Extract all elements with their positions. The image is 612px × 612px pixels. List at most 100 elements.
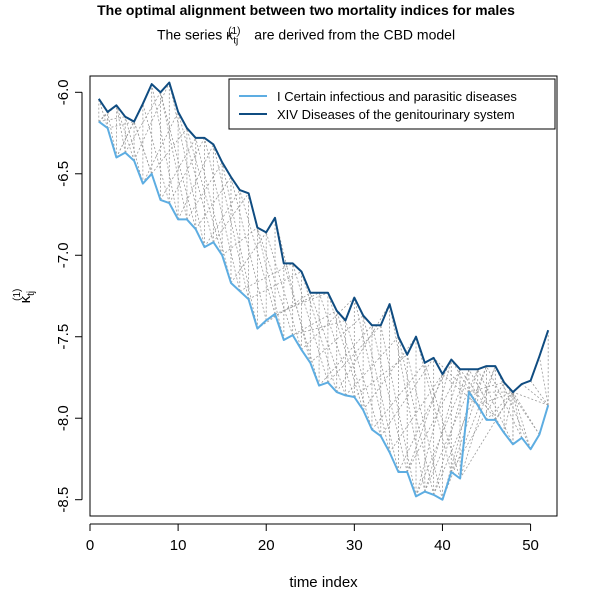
y-tick-label-5: -8.5	[55, 487, 72, 513]
plot-frame	[89, 75, 558, 517]
alignment-line-34	[362, 315, 399, 473]
subtitle-suffix: are derived from the CBD model	[250, 26, 456, 43]
alignment-line-145	[406, 369, 461, 473]
alignment-line-162	[257, 292, 311, 329]
alignment-line-110	[168, 137, 205, 204]
alignment-line-33	[353, 297, 390, 453]
alignment-line-151	[354, 354, 408, 398]
alignment-line-135	[442, 369, 479, 500]
x-tick-label-40: 40	[434, 537, 451, 554]
alignment-line-163	[248, 271, 302, 300]
x-tick-label-10: 10	[170, 537, 187, 554]
y-axis-label: κtj(1)	[12, 289, 37, 304]
alignment-line-139	[442, 365, 496, 500]
alignment-line-8	[142, 103, 170, 204]
alignment-line-129	[538, 356, 549, 406]
alignment-line-17	[212, 144, 249, 300]
alignment-line-13	[177, 111, 214, 243]
alignment-line-31	[336, 310, 373, 430]
alignment-line-9	[151, 84, 179, 220]
alignment-line-25	[283, 263, 320, 386]
series-line-1	[98, 120, 550, 501]
alignment-line-127	[521, 383, 549, 406]
alignment-line-102	[107, 121, 135, 129]
alignment-line-164	[239, 263, 293, 292]
alignment-line-4	[116, 105, 135, 161]
alignment-line-131	[406, 374, 443, 473]
x-tick-label-50: 50	[522, 537, 539, 554]
x-axis: 0 10 20 30 40 50	[86, 523, 539, 554]
alignment-line-154	[327, 325, 382, 383]
alignment-line-134	[433, 369, 470, 495]
alignment-line-132	[415, 359, 452, 497]
alignment-line-19	[230, 176, 267, 321]
alignment-line-10	[160, 92, 188, 220]
legend-box	[228, 78, 556, 130]
alignment-line-108	[151, 127, 188, 175]
alignment-line-126	[512, 391, 540, 435]
chart-title: The optimal alignment between two mortal…	[97, 2, 515, 18]
alignment-line-112	[186, 162, 223, 220]
alignment-line-136	[450, 365, 487, 473]
alignment-line-5	[124, 116, 144, 184]
alignment-line-12	[168, 82, 205, 248]
alignment-line-101	[98, 116, 126, 123]
alignment-lines	[98, 82, 549, 500]
alignment-line-114	[204, 189, 241, 248]
alignment-line-128	[530, 380, 549, 406]
y-tick-label-4: -8.0	[55, 405, 72, 431]
alignment-line-146	[398, 359, 452, 473]
alignment-line-48	[486, 365, 523, 438]
alignment-line-40	[415, 336, 452, 473]
alignment-line-122	[503, 392, 514, 433]
x-tick-label-0: 0	[86, 537, 94, 554]
y-axis-label-text: κtj(1)	[12, 289, 37, 304]
y-label-superscript: (1)	[12, 289, 23, 301]
y-tick-label-0: -6.0	[55, 79, 72, 105]
alignment-line-111	[177, 144, 214, 220]
alignment-line-133	[424, 369, 461, 492]
alignment-line-29	[318, 292, 355, 398]
alignment-line-1	[98, 98, 109, 129]
y-label-subscript: tj	[26, 291, 37, 296]
alignment-line-113	[195, 176, 232, 230]
alignment-line-155	[318, 325, 373, 386]
legend-label-2: XIV Diseases of the genitourinary system	[277, 107, 515, 122]
alignment-line-107	[142, 111, 179, 184]
alignment-line-32	[345, 320, 382, 437]
alignment-line-157	[301, 297, 355, 351]
y-tick-label-2: -7.0	[55, 242, 72, 268]
alignment-line-41	[424, 362, 461, 479]
alignment-line-14	[186, 128, 223, 256]
alignment-line-36	[380, 325, 417, 497]
alignment-line-152	[345, 336, 399, 396]
y-tick-label-1: -6.5	[55, 161, 72, 187]
alignment-line-147	[389, 373, 443, 453]
alignment-line-158	[292, 320, 346, 336]
alignment-line-15	[195, 137, 232, 284]
alignment-line-50	[503, 382, 540, 435]
x-axis-label: time index	[289, 574, 358, 591]
subtitle-prefix: The series κ	[156, 26, 234, 43]
alignment-line-28	[309, 292, 346, 396]
y-tick-label-3: -7.5	[55, 324, 72, 350]
alignment-line-141	[459, 391, 514, 479]
subtitle-superscript: (1)	[228, 26, 241, 37]
alignment-line-39	[406, 354, 443, 500]
subtitle-subscript: tj	[233, 35, 239, 47]
alignment-line-116	[221, 227, 258, 256]
alignment-line-143	[433, 365, 487, 495]
series-lines	[97, 81, 550, 501]
alignment-line-161	[266, 292, 320, 321]
y-label-base: κ	[17, 295, 34, 303]
alignment-line-153	[336, 303, 390, 393]
alignment-line-140	[450, 382, 505, 473]
alignment-line-11	[160, 92, 197, 230]
alignment-line-26	[292, 263, 329, 383]
alignment-line-3	[116, 105, 126, 153]
alignment-line-35	[371, 325, 408, 473]
y-axis: -6.0 -6.5 -7.0 -7.5 -8.0 -8.5	[55, 79, 83, 513]
alignment-line-24	[274, 217, 311, 363]
x-tick-label-20: 20	[258, 537, 275, 554]
